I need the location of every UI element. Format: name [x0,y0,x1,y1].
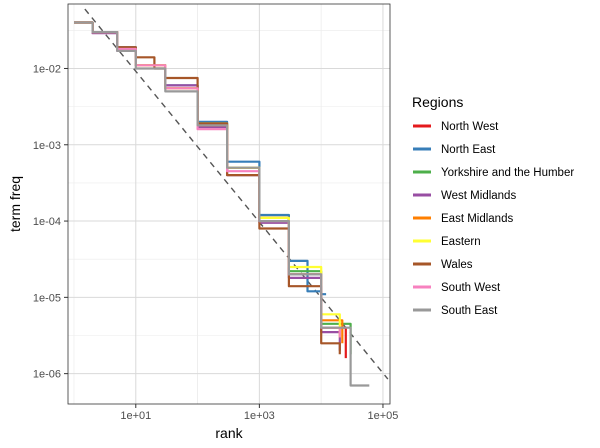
legend-label-south-east: South East [441,305,498,317]
legend-label-west-midlands: West Midlands [441,190,516,202]
gridlines [68,4,390,404]
reference-line-group [84,8,389,380]
panel-border [67,3,391,405]
y-axis-title: term freq [7,176,23,232]
series-group [74,21,370,387]
x-tick-label: 1e+05 [368,410,399,422]
legend-label-wales: Wales [441,259,473,271]
legend-title: Regions [412,94,463,110]
y-axis-ticks: 1e-02 1e-03 1e-04 1e-05 1e-06 [33,63,68,381]
y-tick-label: 1e-02 [33,63,61,75]
y-tick-label: 1e-04 [33,216,61,228]
legend-label-eastern: Eastern [441,236,481,248]
legend-label-south-west: South West [441,282,501,294]
legend-label-north-west: North West [441,121,499,133]
y-tick-label: 1e-06 [33,369,61,381]
x-tick-label: 1e+03 [244,410,275,422]
y-tick-label: 1e-03 [33,140,61,152]
x-axis-ticks: 1e+01 1e+03 1e+05 [120,404,398,422]
x-axis-title: rank [215,425,243,441]
legend: Regions North West North East Yorkshire an… [412,94,574,317]
legend-label-east-midlands: East Midlands [441,213,513,225]
y-tick-label: 1e-05 [33,292,61,304]
reference-line [84,8,389,380]
x-tick-label: 1e+01 [120,410,151,422]
legend-label-yorkshire-and-the-humber: Yorkshire and the Humber [441,167,574,179]
series-line-south-east [74,21,370,387]
legend-label-north-east: North East [441,144,496,156]
